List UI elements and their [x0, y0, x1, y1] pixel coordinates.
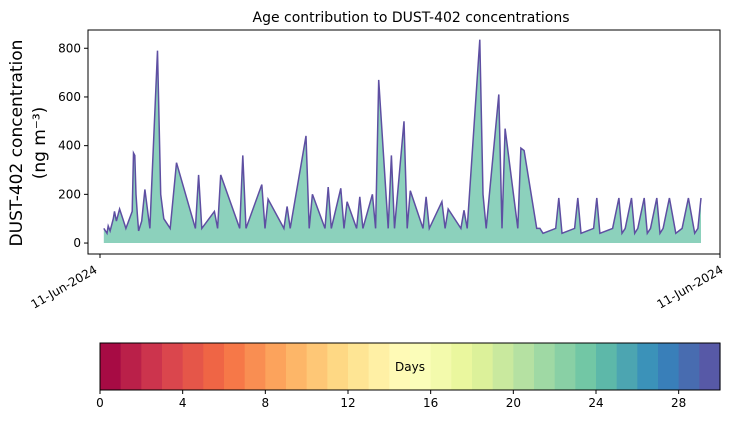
plot-frame [87, 29, 721, 255]
plot-area [103, 39, 702, 244]
colorbar-label: Days [395, 360, 425, 374]
colorbar-bin [162, 343, 184, 390]
colorbar-tick-label: 24 [588, 396, 603, 410]
colorbar-bin [554, 343, 576, 390]
colorbar-bin [637, 343, 659, 390]
colorbar-tick-label: 16 [423, 396, 438, 410]
x-tick-label-left: 11-Jun-2024 [29, 262, 100, 311]
colorbar-bin [182, 343, 204, 390]
colorbar-bin [410, 343, 432, 390]
colorbar-tick-label: 28 [671, 396, 686, 410]
colorbar-bin [224, 343, 246, 390]
chart-title: Age contribution to DUST-402 concentrati… [253, 10, 570, 26]
colorbar-bin [575, 343, 597, 390]
colorbar-bin [306, 343, 328, 390]
colorbar-bin [244, 343, 266, 390]
colorbar-ticks: 0 4 8 12 16 20 24 28 [96, 390, 686, 410]
x-axis: 11-Jun-2024 11-Jun-2024 [29, 254, 726, 312]
colorbar-bin [678, 343, 700, 390]
total-concentration-line [103, 39, 702, 236]
colorbar-tick-label: 8 [262, 396, 270, 410]
colorbar-bin [513, 343, 535, 390]
colorbar [100, 343, 721, 390]
colorbar-tick-label: 0 [96, 396, 104, 410]
colorbar-bin [699, 343, 721, 390]
colorbar-bin [430, 343, 452, 390]
y-tick-label: 600 [58, 90, 81, 104]
y-tick-label: 200 [58, 187, 81, 201]
colorbar-bin [120, 343, 142, 390]
colorbar-bin [327, 343, 349, 390]
y-axis-label-line2: (ng m⁻³) [30, 107, 50, 180]
y-axis-label-line1: DUST-402 concentration [7, 40, 27, 247]
colorbar-tick-label: 12 [340, 396, 355, 410]
colorbar-bin [596, 343, 618, 390]
colorbar-bin [286, 343, 308, 390]
colorbar-bin [534, 343, 556, 390]
colorbar-bin [348, 343, 370, 390]
colorbar-bin [100, 343, 122, 390]
colorbar-frame [99, 342, 721, 391]
y-tick-label: 0 [73, 236, 81, 250]
colorbar-bin [451, 343, 473, 390]
colorbar-bin [368, 343, 390, 390]
y-tick-label: 800 [58, 41, 81, 55]
colorbar-tick-label: 4 [179, 396, 187, 410]
colorbar-bin [492, 343, 514, 390]
y-tick-label: 400 [58, 139, 81, 153]
colorbar-bin [141, 343, 163, 390]
colorbar-bin [472, 343, 494, 390]
colorbar-bin [658, 343, 680, 390]
colorbar-bin [389, 343, 411, 390]
y-axis: 0 200 400 600 800 [58, 41, 88, 250]
colorbar-bin [616, 343, 638, 390]
colorbar-tick-label: 20 [506, 396, 521, 410]
colorbar-bin [203, 343, 225, 390]
x-tick-label-right: 11-Jun-2024 [655, 262, 726, 311]
colorbar-bin [265, 343, 287, 390]
